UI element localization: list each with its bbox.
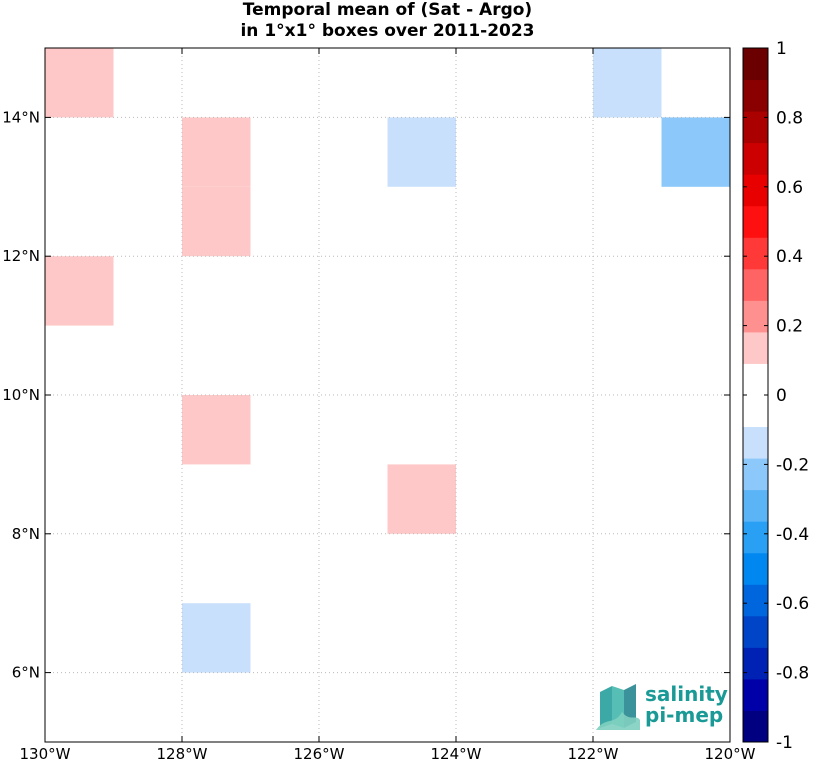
data-cell [182, 603, 251, 673]
colorbar-segment [743, 521, 768, 554]
colorbar-segment [743, 111, 768, 144]
colorbar-tick-label: 0 [776, 386, 787, 406]
y-tick-label: 10°N [2, 386, 40, 404]
colorbar-segment [743, 489, 768, 522]
colorbar-segment [743, 48, 768, 81]
data-cell [182, 186, 251, 257]
colorbar-segment [743, 363, 768, 396]
map-title-line1: Temporal mean of (Sat - Argo) [242, 0, 533, 20]
colorbar-segment [743, 584, 768, 617]
colorbar-tick-label: 0.4 [776, 247, 803, 267]
x-tick-label: 122°W [568, 745, 619, 763]
colorbar-segment [743, 710, 768, 743]
data-cell [387, 464, 456, 534]
colorbar-segment [743, 268, 768, 301]
colorbar-segment [743, 552, 768, 585]
colorbar-segment [743, 237, 768, 270]
colorbar-segment [743, 205, 768, 238]
axis-ticks: 130°W 128°W 126°W 124°W 122°W 120°W 14°N 12°N 10… [2, 48, 756, 763]
logo-text-pimep: pi-mep [645, 703, 724, 727]
colorbar-segment [743, 300, 768, 333]
y-tick-label: 8°N [12, 525, 40, 543]
colorbar-tick-label: 1 [776, 39, 787, 59]
colorbar-tick-label: 0.6 [776, 178, 803, 198]
data-cell [593, 48, 662, 118]
y-tick-label: 12°N [2, 247, 40, 265]
colorbar-tick-label: -0.8 [776, 664, 809, 684]
data-cell [45, 48, 114, 118]
data-cells [45, 48, 730, 673]
data-cell [45, 256, 114, 326]
colorbar-segment [743, 142, 768, 175]
data-cell [387, 117, 456, 187]
x-tick-label: 130°W [20, 745, 71, 763]
map-title-line2: in 1°x1° boxes over 2011-2023 [240, 21, 535, 41]
colorbar-tick-label: -0.4 [776, 525, 809, 545]
colorbar-segment [743, 395, 768, 428]
data-cell [661, 117, 730, 187]
colorbar-segment [743, 174, 768, 207]
colorbar-segment [743, 331, 768, 364]
colorbar-segment [743, 615, 768, 648]
data-cell [182, 117, 251, 187]
colorbar-segment [743, 458, 768, 491]
logo-text-salinity: salinity [645, 682, 728, 706]
colorbar-tick-label: -1 [776, 733, 793, 753]
data-cell [182, 395, 251, 465]
colorbar-tick-label: -0.6 [776, 594, 809, 614]
colorbar-segment [743, 79, 768, 112]
x-tick-label: 128°W [157, 745, 208, 763]
colorbar-segment [743, 678, 768, 711]
y-tick-label: 6°N [12, 664, 40, 682]
y-tick-label: 14°N [2, 108, 40, 126]
x-tick-label: 126°W [294, 745, 345, 763]
x-tick-label: 120°W [705, 745, 756, 763]
colorbar-segment [743, 647, 768, 680]
colorbar-tick-label: 0.8 [776, 108, 803, 128]
x-tick-label: 124°W [431, 745, 482, 763]
logo-icon [596, 684, 640, 730]
colorbar-tick-label: 0.2 [776, 317, 803, 337]
colorbar-segment [743, 426, 768, 459]
colorbar: 1 0.8 0.6 0.4 0.2 0 -0.2 -0.4 -0.6 -0.8 -1 [742, 39, 809, 753]
colorbar-tick-label: -0.2 [776, 455, 809, 475]
